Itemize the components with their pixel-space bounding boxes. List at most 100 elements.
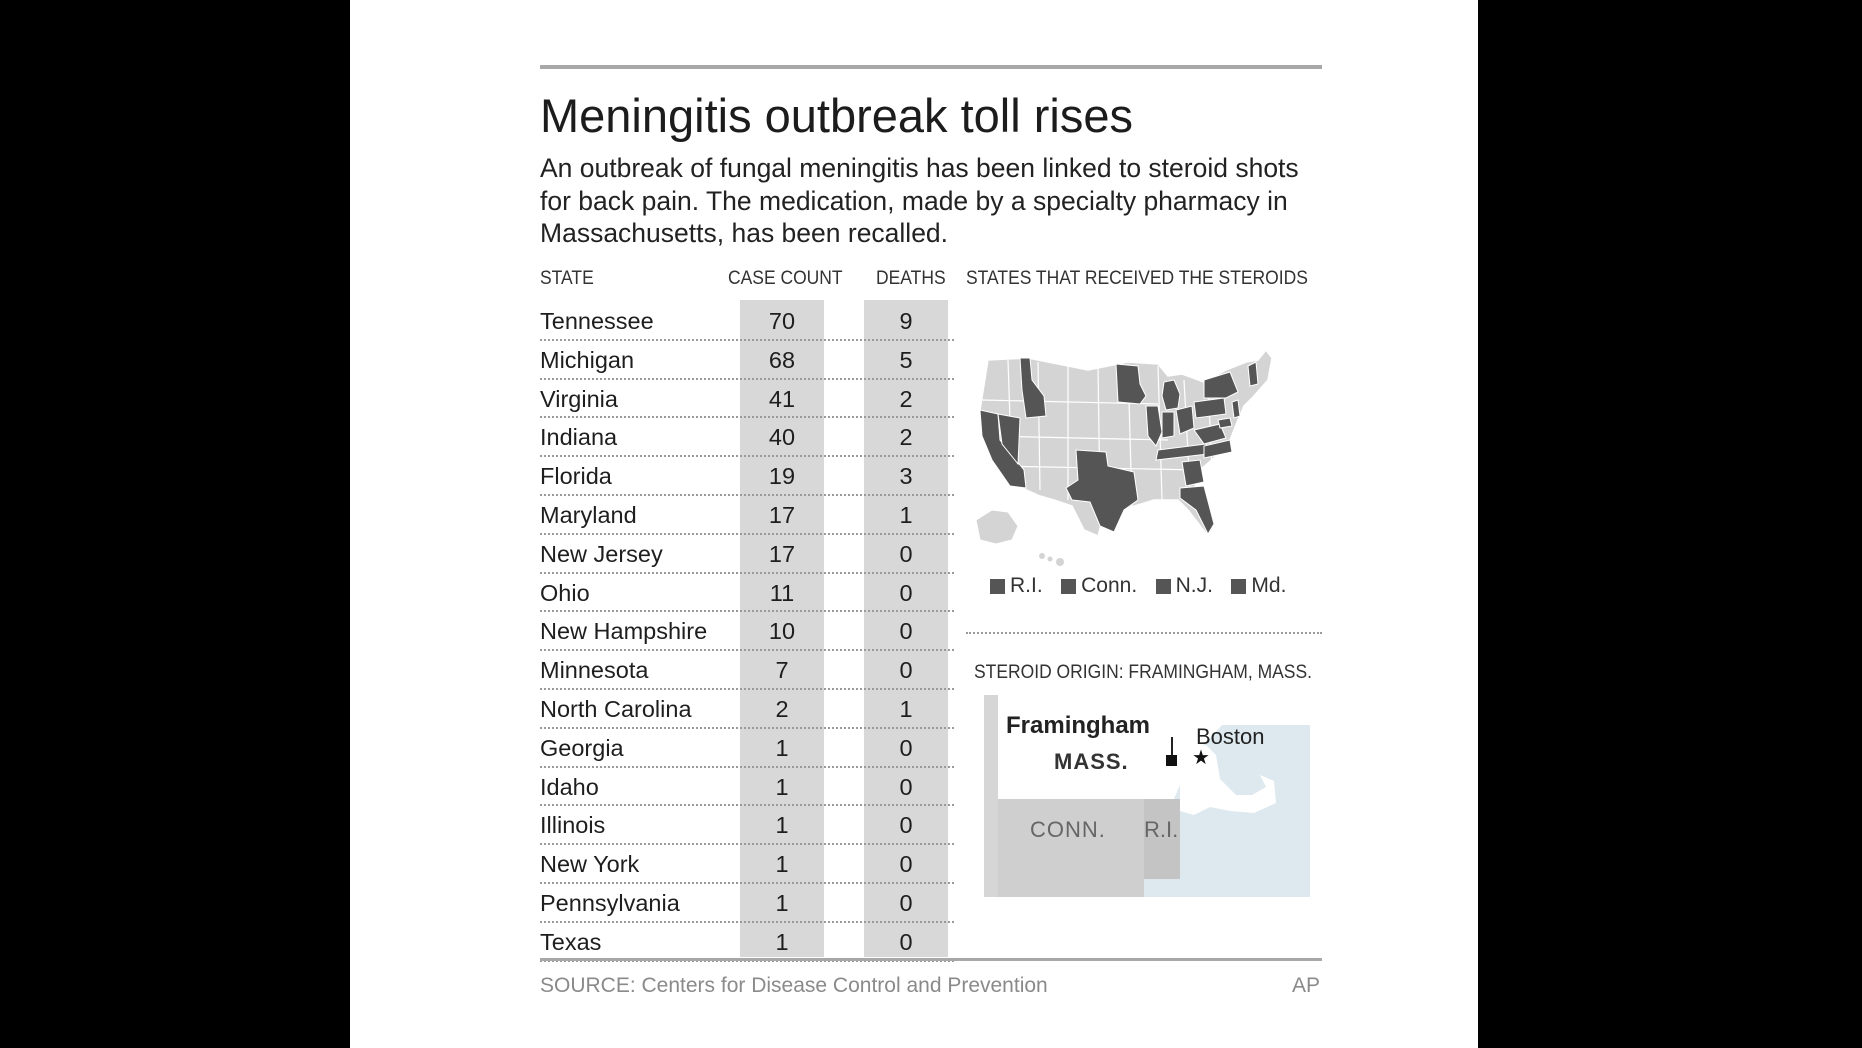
case-count: 1 [775,928,789,955]
table-row: Idaho 1 0 [540,768,954,807]
case-count: 11 [769,579,795,606]
state-name: North Carolina [540,695,692,722]
hawaii-shape [1039,553,1064,566]
case-count: 1 [775,851,789,878]
death-count: 0 [899,618,913,645]
state-shape-minnesota [1115,363,1147,405]
case-count: 70 [768,308,796,334]
source-note: SOURCE: Centers for Disease Control and … [540,974,1048,997]
state-name: Minnesota [540,657,649,684]
legend-swatch [1155,578,1171,594]
table-row: Pennsylvania 1 0 [540,884,954,923]
state-name: Florida [540,463,612,490]
death-count: 1 [899,695,913,722]
state-shape-ohio [1175,405,1195,435]
us-states-map [975,348,1273,566]
legend-item: R.I. [990,574,1043,598]
state-name: Virginia [540,385,618,412]
framingham-marker [1166,755,1177,766]
state-name: New Jersey [540,540,663,567]
state-name: Idaho [540,773,599,800]
cape-cod-area [1180,745,1276,815]
state-name: Georgia [540,734,624,761]
death-count: 0 [899,579,913,606]
origin-heading: STEROID ORIGIN: FRAMINGHAM, MASS. [974,662,1312,683]
death-count: 0 [899,773,913,800]
state-shape-florida [1179,485,1215,536]
legend-label: Conn. [1081,574,1138,597]
state-name: Indiana [540,424,618,451]
state-shape-new-jersey [1231,399,1241,419]
case-count: 7 [775,657,789,684]
death-count: 0 [899,657,913,684]
death-count: 0 [899,851,913,878]
graphic-title: Meningitis outbreak toll rises [540,89,1133,142]
state-shape-michigan [1161,379,1181,411]
ri-label: R.I. [1144,817,1179,842]
rhode-island-area [1144,799,1180,879]
top-rule [540,65,1322,69]
state-name: New Hampshire [540,618,708,645]
death-count: 2 [899,385,913,412]
boston-label: Boston [1196,724,1265,749]
state-name: Pennsylvania [540,889,680,916]
state-column-header: STATE [540,268,594,289]
table-row: Michigan 68 5 [540,341,954,380]
case-count: 68 [768,346,796,373]
legend-label: N.J. [1175,574,1213,597]
case-table: Tennessee 70 9 Michigan 68 5 Virginia 41 2 Ind… [540,302,954,962]
table-row: New Hampshire 10 0 [540,612,954,652]
state-shape-illinois [1145,405,1163,447]
case-count: 19 [768,463,796,490]
infographic: Meningitis outbreak toll rises An outbre… [540,0,1322,1048]
table-row: North Carolina 2 1 [540,690,954,729]
state-name: Illinois [540,812,606,839]
state-shape-georgia [1181,459,1205,487]
death-count: 9 [899,308,913,334]
new-york-area [984,695,998,897]
table-row: Tennessee 70 9 [540,302,954,341]
death-count: 3 [899,463,913,490]
table-row: Texas 1 0 [540,923,954,962]
death-count: 2 [899,424,913,451]
boston-star-icon: ★ [1192,745,1210,769]
case-count: 17 [768,540,796,567]
table-row: Ohio 11 0 [540,574,954,613]
table-row: Florida 19 3 [540,457,954,496]
legend-item: Md. [1231,574,1286,598]
map-heading: STATES THAT RECEIVED THE STEROIDS [966,268,1308,289]
connecticut-area [998,799,1144,897]
state-shape-nevada [997,413,1021,466]
table-row: New Jersey 17 0 [540,535,954,574]
alaska-shape [975,509,1019,545]
legend-swatch [990,578,1005,594]
map-legend: R.I. Conn. N.J. Md. [990,574,1300,599]
death-count: 1 [899,501,913,528]
case-count: 2 [775,695,789,722]
death-count: 0 [899,734,913,761]
state-name: Michigan [540,346,635,373]
case-count: 17 [768,501,796,528]
state-shape-indiana [1161,411,1175,439]
death-count: 0 [899,889,913,916]
state-name: New York [540,851,640,878]
conn-label: CONN. [1030,817,1106,842]
death-count: 0 [899,928,913,955]
legend-label: R.I. [1010,574,1043,597]
death-count: 5 [899,346,913,373]
framingham-label: Framingham [1006,712,1151,739]
table-row: Georgia 1 0 [540,729,954,768]
legend-swatch [1231,578,1247,594]
state-name: Maryland [540,501,637,528]
origin-region-map: ★ [984,695,1310,897]
graphic-subtitle: An outbreak of fungal meningitis has bee… [540,153,1299,248]
state-shape-maryland [1217,417,1233,429]
table-row: Illinois 1 0 [540,806,954,846]
case-count: 1 [775,773,789,800]
state-shape-virginia [1193,423,1227,445]
deaths-column-band [864,300,948,957]
table-row: Indiana 40 2 [540,418,954,458]
state-shape-new-york [1203,371,1239,399]
case-count: 41 [768,385,796,412]
case-count: 1 [775,734,789,761]
